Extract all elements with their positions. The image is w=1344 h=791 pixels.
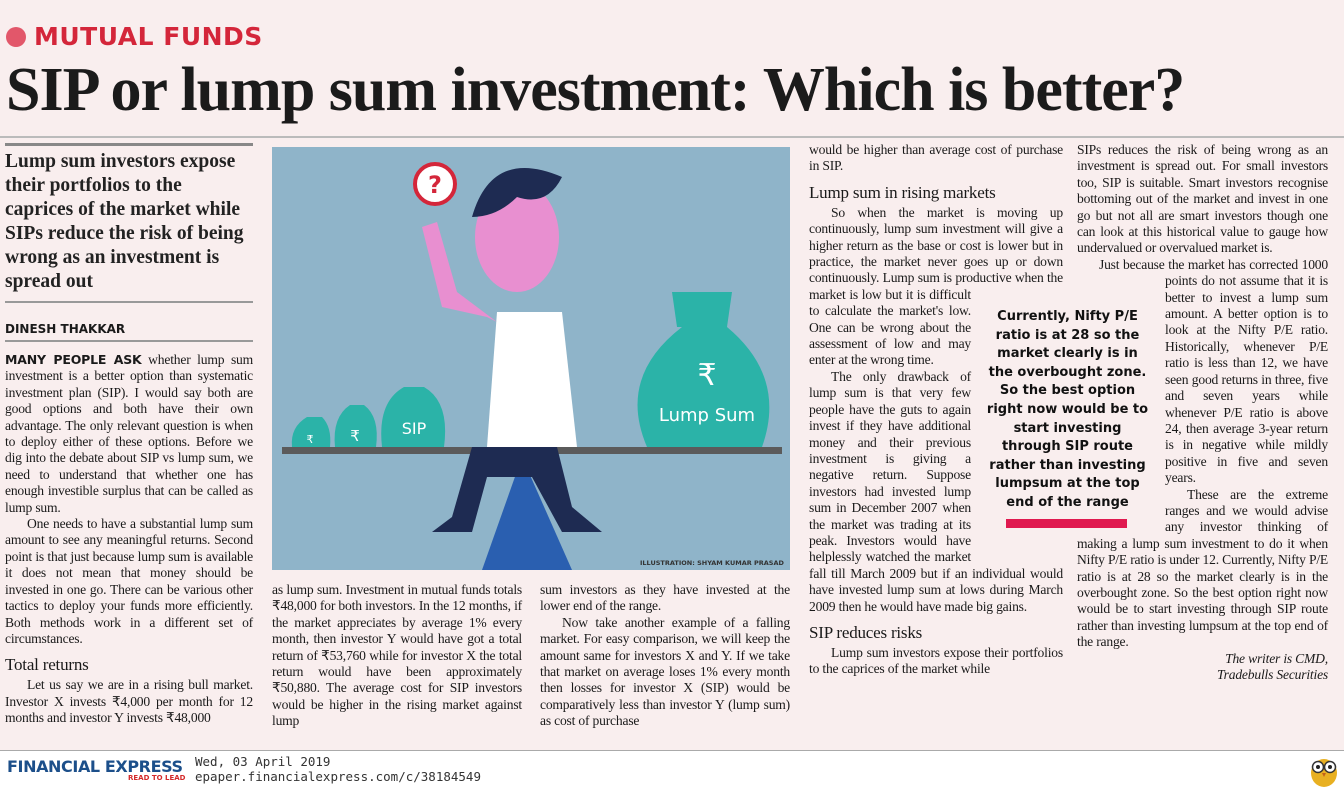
seesaw-fulcrum — [482, 457, 572, 570]
bag-lump-sum — [637, 327, 770, 447]
sip-label: SIP — [402, 419, 427, 438]
bag-sip — [381, 387, 446, 447]
lead-in: MANY PEOPLE ASK — [5, 352, 142, 367]
pull-quote-bar — [1006, 519, 1127, 528]
column-3: sum investors as they have invested at t… — [540, 582, 790, 730]
financial-express-logo[interactable]: FINANCIAL EXPRESS — [7, 757, 183, 776]
headline: SIP or lump sum investment: Which is bet… — [6, 56, 1185, 124]
hair — [472, 168, 562, 217]
subheading: SIP reduces risks — [809, 622, 923, 642]
section-kicker: MUTUAL FUNDS — [6, 22, 263, 51]
paragraph: Let us say we are in a rising bull marke… — [5, 677, 253, 726]
paragraph: The only drawback of lump sum is that ve… — [809, 368, 1063, 614]
epaper-url[interactable]: epaper.financialexpress.com/c/38184549 — [195, 769, 481, 784]
bullet-dot-icon — [6, 26, 26, 47]
deck: Lump sum investors expose their portfoli… — [5, 151, 244, 292]
paragraph: These are the extreme ranges and we woul… — [1077, 486, 1328, 650]
publication-date: Wed, 03 April 2019 — [195, 754, 331, 769]
paragraph: Now take another example of a falling ma… — [540, 614, 790, 729]
bag-medium — [334, 405, 377, 447]
rupee-text: ₹ — [307, 434, 314, 446]
divider — [0, 750, 1344, 751]
author-note: Tradebulls Securities — [1217, 667, 1328, 682]
question-mark-text: ? — [428, 171, 442, 199]
paragraph: SIPs reduces the risk of being wrong as … — [1077, 142, 1328, 256]
question-icon — [413, 162, 457, 206]
subheading: Total returns — [5, 655, 89, 675]
author-note: The writer is CMD, — [1225, 650, 1328, 666]
divider — [5, 340, 253, 342]
arm — [422, 222, 497, 322]
divider — [5, 143, 253, 146]
column-1: MANY PEOPLE ASK whether lump sum investm… — [5, 352, 253, 727]
logo-tagline: READ TO LEAD — [128, 774, 186, 782]
pull-quote: Currently, Nifty P/E ratio is at 28 so t… — [986, 309, 1149, 510]
column-2: as lump sum. Investment in mutual funds … — [272, 582, 522, 730]
paragraph: whether lump sum investment is a better … — [5, 352, 254, 515]
lump-sum-label: Lump Sum — [659, 405, 755, 426]
bag-small — [291, 417, 331, 447]
shirt — [487, 312, 577, 447]
paragraph: One needs to have a substantial lump sum… — [5, 516, 253, 646]
rupee-text: ₹ — [350, 429, 360, 445]
illustration-credit: ILLUSTRATION: SHYAM KUMAR PRASAD — [640, 559, 784, 567]
paragraph: So when the market is moving up continuo… — [809, 204, 1063, 368]
byline: DINESH THAKKAR — [5, 322, 126, 336]
paragraph: Lump sum investors expose their portfoli… — [809, 644, 1063, 677]
divider — [0, 136, 1344, 138]
subheading: Lump sum in rising markets — [809, 182, 996, 202]
trousers — [432, 447, 602, 532]
column-4: would be higher than average cost of pur… — [809, 142, 1063, 678]
footer — [0, 751, 1344, 791]
kicker-text: MUTUAL FUNDS — [34, 22, 263, 51]
divider — [5, 301, 253, 303]
owl-mascot-icon[interactable] — [1308, 752, 1340, 788]
illustration: ? ₹ ₹ SIP ₹ Lump Sum — [272, 147, 790, 570]
paragraph: sum investors as they have invested at t… — [540, 582, 790, 614]
rupee-text: ₹ — [697, 359, 716, 392]
paragraph: as lump sum. Investment in mutual funds … — [272, 582, 522, 729]
paragraph: Just because the market has corrected 10… — [1099, 256, 1328, 486]
bag-lump-sum-neck — [672, 292, 732, 327]
column-5: SIPs reduces the risk of being wrong as … — [1077, 142, 1328, 683]
paragraph: would be higher than average cost of pur… — [809, 142, 1063, 174]
